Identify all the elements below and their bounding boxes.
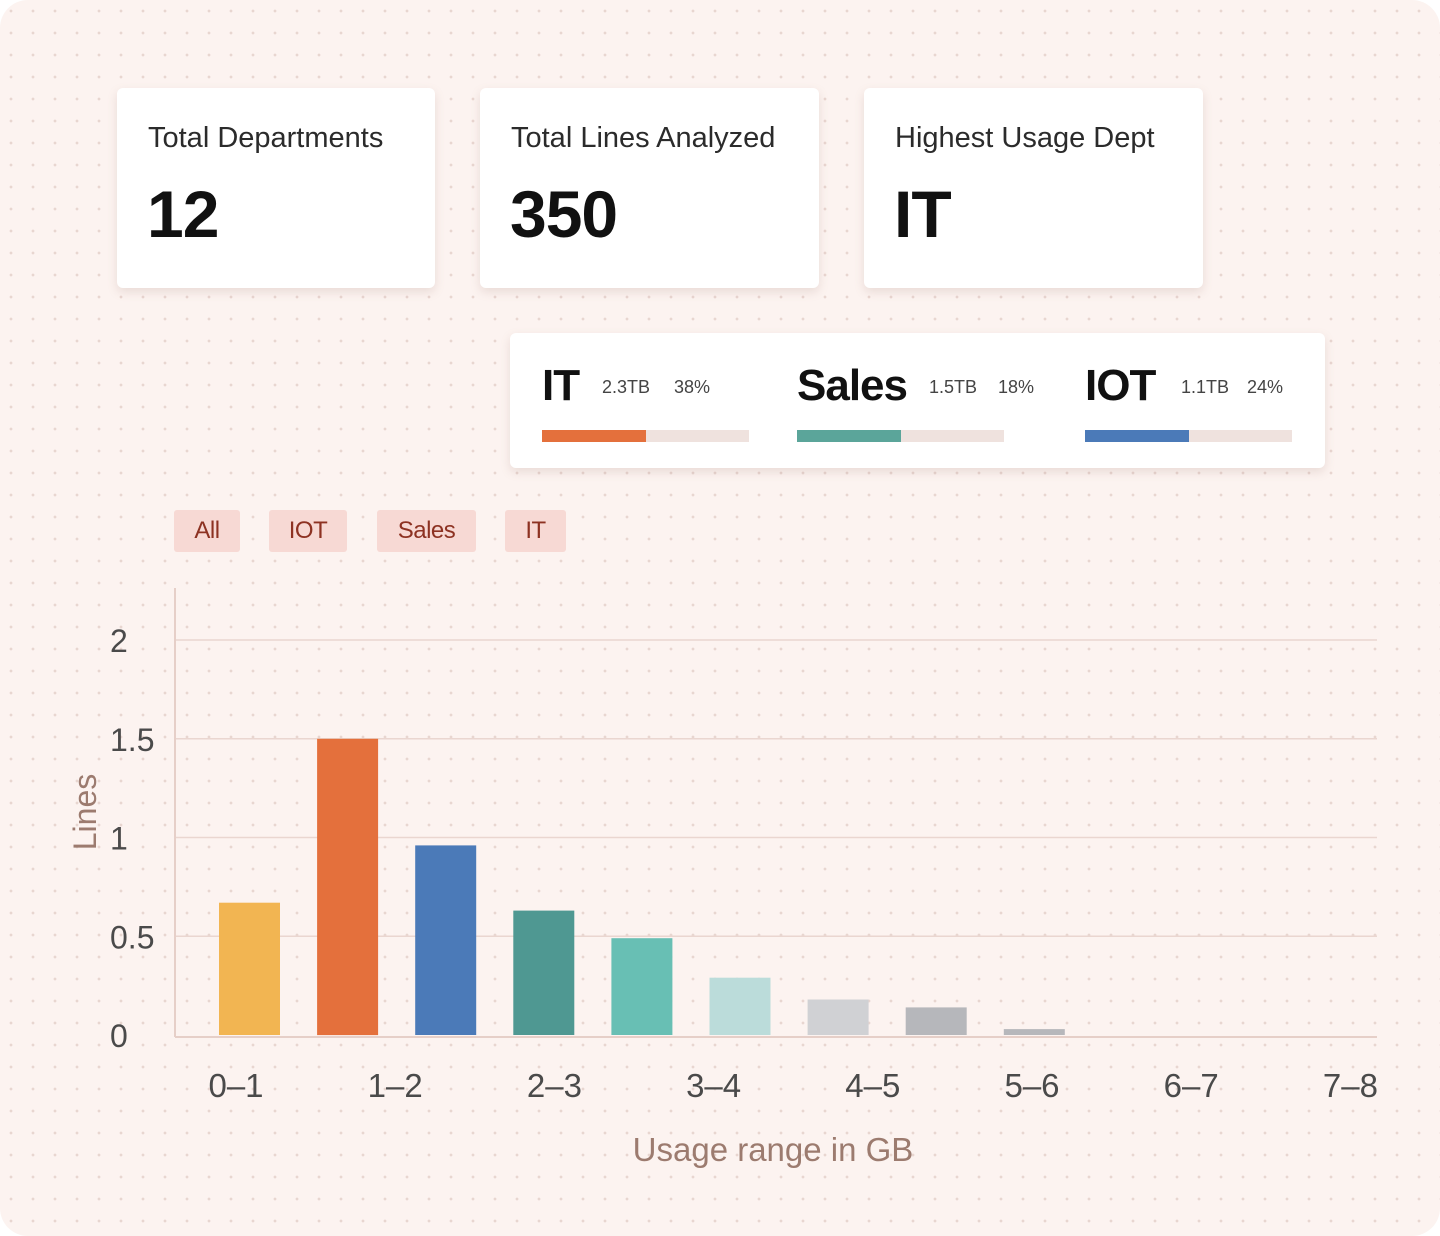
stat-value: IT — [894, 177, 952, 251]
y-tick-label: 1 — [110, 821, 128, 857]
usage-size: 1.5TB — [929, 377, 978, 397]
y-axis-label: Lines — [67, 774, 103, 851]
usage-progress-track — [797, 430, 1004, 442]
filter-sales-button[interactable]: Sales — [377, 510, 476, 552]
y-tick-label: 2 — [110, 623, 128, 659]
usage-progress-track — [542, 430, 749, 442]
histogram-bar — [219, 902, 280, 1035]
stat-value: 12 — [147, 177, 219, 251]
stat-label: Total Lines Analyzed — [511, 122, 776, 154]
filter-iot-button[interactable]: IOT — [269, 510, 347, 552]
x-tick-label: 7–8 — [1323, 1067, 1378, 1104]
x-tick-label: 4–5 — [845, 1067, 900, 1104]
usage-progress-fill — [797, 430, 901, 442]
x-axis-label: Usage range in GB — [633, 1131, 914, 1168]
stat-value: 350 — [510, 177, 618, 251]
usage-item-it: IT 2.3TB 38% — [542, 333, 752, 468]
usage-percent: 38% — [674, 377, 711, 397]
usage-size: 2.3TB — [602, 377, 651, 397]
x-tick-label: 0–1 — [208, 1067, 263, 1104]
usage-item-iot: IOT 1.1TB 24% — [1085, 333, 1295, 468]
x-tick-label: 2–3 — [527, 1067, 582, 1104]
stat-card-total-departments: Total Departments 12 — [117, 88, 435, 288]
histogram-bar — [905, 1007, 967, 1035]
department-usage-card: IT 2.3TB 38% Sales 1.5TB 18% IOT 1.1TB 2… — [510, 333, 1325, 468]
y-tick-label: 0.5 — [110, 919, 154, 955]
usage-progress-fill — [1085, 430, 1189, 442]
usage-progress-track — [1085, 430, 1292, 442]
y-tick-label: 0 — [110, 1018, 128, 1054]
stat-card-highest-usage: Highest Usage Dept IT — [864, 88, 1203, 288]
usage-progress-fill — [542, 430, 646, 442]
usage-dept-name: Sales — [797, 361, 908, 410]
x-tick-label: 6–7 — [1164, 1067, 1219, 1104]
histogram-bar — [807, 999, 869, 1035]
histogram-bar — [415, 845, 477, 1035]
usage-percent: 18% — [998, 377, 1035, 397]
x-tick-label: 5–6 — [1004, 1067, 1059, 1104]
x-tick-label: 3–4 — [686, 1067, 741, 1104]
filter-it-button[interactable]: IT — [505, 510, 566, 552]
y-tick-label: 1.5 — [110, 722, 154, 758]
histogram-bar — [1003, 1029, 1065, 1035]
filter-all-button[interactable]: All — [174, 510, 240, 552]
usage-dept-name: IT — [542, 361, 580, 410]
stat-label: Total Departments — [148, 122, 384, 154]
usage-size: 1.1TB — [1181, 377, 1230, 397]
usage-item-sales: Sales 1.5TB 18% — [797, 333, 1034, 468]
histogram-bar — [709, 977, 771, 1035]
histogram-bar — [317, 738, 379, 1036]
usage-percent: 24% — [1247, 377, 1284, 397]
x-tick-label: 1–2 — [368, 1067, 423, 1104]
stat-card-total-lines: Total Lines Analyzed 350 — [480, 88, 819, 288]
usage-dept-name: IOT — [1085, 361, 1156, 410]
histogram-bar — [513, 910, 575, 1035]
stat-label: Highest Usage Dept — [895, 122, 1155, 154]
histogram-bar — [611, 938, 673, 1035]
